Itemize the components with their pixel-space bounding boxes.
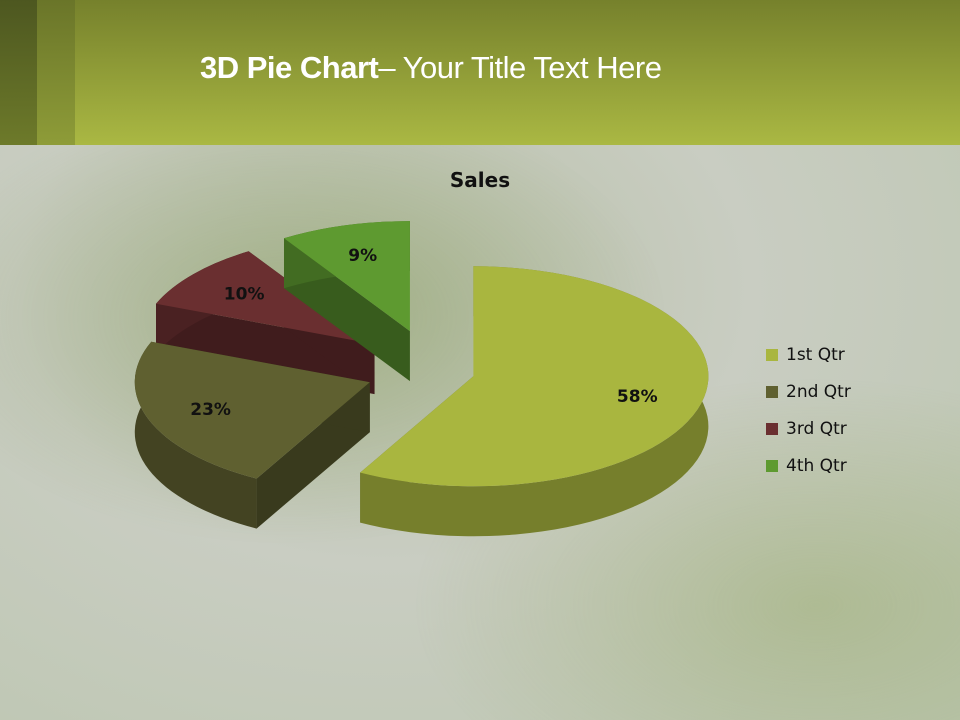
title-bold: 3D Pie Chart [200, 50, 379, 85]
legend: 1st Qtr 2nd Qtr 3rd Qtr 4th Qtr [766, 336, 851, 484]
accent-bar [0, 0, 37, 145]
legend-swatch [766, 459, 778, 472]
legend-label: 4th Qtr [786, 455, 847, 476]
legend-item: 1st Qtr [766, 336, 851, 373]
data-label: 9% [348, 246, 377, 266]
legend-swatch [766, 348, 778, 361]
legend-swatch [766, 422, 778, 435]
legend-item: 4th Qtr [766, 447, 851, 484]
title-rest: – Your Title Text Here [378, 50, 662, 85]
legend-item: 2nd Qtr [766, 373, 851, 410]
slide-title: 3D Pie Chart– Your Title Text Here [200, 50, 662, 86]
accent-bar [37, 0, 75, 145]
pie-slice [134, 341, 370, 479]
data-label: 58% [617, 387, 658, 407]
legend-item: 3rd Qtr [766, 410, 851, 447]
data-label: 23% [190, 400, 231, 420]
legend-label: 1st Qtr [786, 344, 845, 365]
legend-swatch [766, 385, 778, 398]
legend-label: 2nd Qtr [786, 381, 851, 402]
title-bar: 3D Pie Chart– Your Title Text Here [0, 0, 960, 145]
pie-slice [360, 266, 709, 487]
chart-title: Sales [449, 168, 511, 192]
legend-label: 3rd Qtr [786, 418, 847, 439]
pie-slice [283, 221, 410, 332]
pie-slice [156, 251, 375, 345]
slice-side-wall [156, 303, 375, 395]
data-label: 10% [224, 285, 265, 305]
slice-outer-wall [134, 341, 257, 529]
